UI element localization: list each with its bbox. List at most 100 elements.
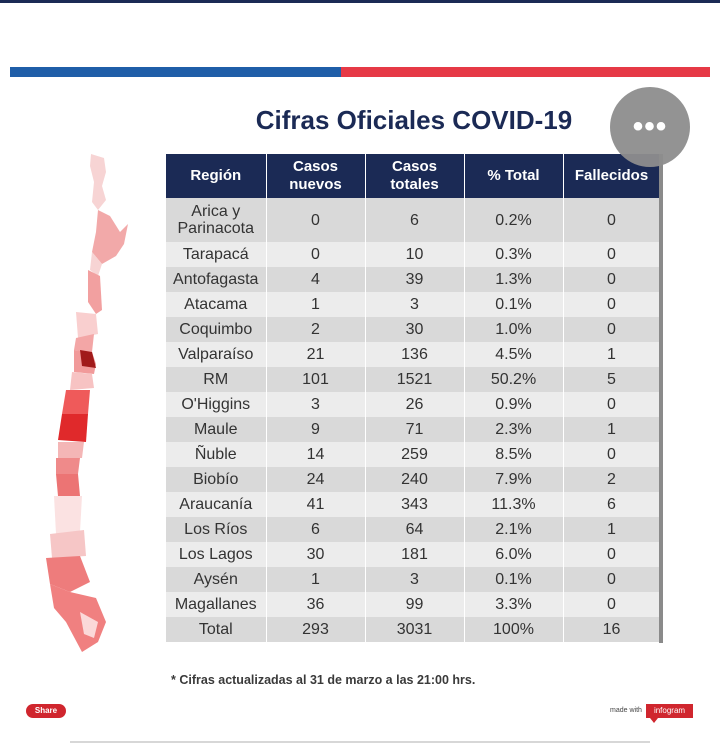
- cell-new-cases: 24: [266, 467, 366, 492]
- cell-region: O'Higgins: [166, 392, 267, 417]
- cell-percent-total: 6.0%: [464, 542, 564, 567]
- cell-region: RM: [166, 367, 267, 392]
- table-row: Los Ríos 6 64 2.1% 1: [166, 517, 661, 542]
- cell-percent-total: 2.3%: [464, 417, 564, 442]
- cell-percent-total: 100%: [464, 617, 564, 642]
- cell-region: Coquimbo: [166, 317, 267, 342]
- cell-region: Biobío: [166, 467, 267, 492]
- cell-deaths: 1: [563, 417, 661, 442]
- cell-new-cases: 1: [266, 292, 366, 317]
- table-row: Maule 9 71 2.3% 1: [166, 417, 661, 442]
- cell-region: Tarapacá: [166, 242, 267, 267]
- cell-total-cases: 240: [365, 467, 465, 492]
- table-row: Ñuble 14 259 8.5% 0: [166, 442, 661, 467]
- table-row: O'Higgins 3 26 0.9% 0: [166, 392, 661, 417]
- cell-region: Aysén: [166, 567, 267, 592]
- cell-deaths: 0: [563, 198, 661, 242]
- cell-percent-total: 0.3%: [464, 242, 564, 267]
- cell-new-cases: 14: [266, 442, 366, 467]
- cell-region: Ñuble: [166, 442, 267, 467]
- cell-new-cases: 36: [266, 592, 366, 617]
- cell-region: Los Lagos: [166, 542, 267, 567]
- table-row: Atacama 1 3 0.1% 0: [166, 292, 661, 317]
- cell-deaths: 16: [563, 617, 661, 642]
- cell-new-cases: 0: [266, 198, 366, 242]
- share-label: Share: [34, 706, 58, 715]
- bottom-divider: [70, 741, 650, 743]
- cell-deaths: 0: [563, 267, 661, 292]
- update-note: * Cifras actualizadas al 31 de marzo a l…: [171, 673, 476, 687]
- cell-total-cases: 64: [365, 517, 465, 542]
- cell-percent-total: 50.2%: [464, 367, 564, 392]
- header-total-cases: Casos totales: [365, 154, 465, 198]
- flag-stripe-red: [341, 67, 710, 77]
- cell-new-cases: 2: [266, 317, 366, 342]
- more-options-button[interactable]: •••: [610, 87, 690, 167]
- table-row: Araucanía 41 343 11.3% 6: [166, 492, 661, 517]
- cell-region: Total: [166, 617, 267, 642]
- cell-new-cases: 9: [266, 417, 366, 442]
- cell-region: Araucanía: [166, 492, 267, 517]
- cell-percent-total: 8.5%: [464, 442, 564, 467]
- table-header-row: Región Casos nuevos Casos totales % Tota…: [166, 154, 661, 198]
- header-region: Región: [166, 154, 267, 198]
- table-shadow: [659, 154, 663, 643]
- cell-new-cases: 21: [266, 342, 366, 367]
- cell-deaths: 0: [563, 317, 661, 342]
- flag-stripe-blue: [10, 67, 341, 77]
- table-row: Magallanes 36 99 3.3% 0: [166, 592, 661, 617]
- table-body: Arica y Parinacota 0 6 0.2% 0 Tarapacá 0 10 0.3%…: [166, 198, 661, 642]
- cell-new-cases: 293: [266, 617, 366, 642]
- table-row: Valparaíso 21 136 4.5% 1: [166, 342, 661, 367]
- cell-new-cases: 30: [266, 542, 366, 567]
- cell-region: Arica y Parinacota: [166, 198, 267, 242]
- covid-table: Región Casos nuevos Casos totales % Tota…: [166, 154, 662, 642]
- cell-deaths: 6: [563, 492, 661, 517]
- cell-total-cases: 136: [365, 342, 465, 367]
- table-row: Coquimbo 2 30 1.0% 0: [166, 317, 661, 342]
- table-total-row: Total 293 3031 100% 16: [166, 617, 661, 642]
- table-row: RM 101 1521 50.2% 5: [166, 367, 661, 392]
- cell-region: Maule: [166, 417, 267, 442]
- cell-new-cases: 101: [266, 367, 366, 392]
- cell-total-cases: 30: [365, 317, 465, 342]
- cell-deaths: 0: [563, 442, 661, 467]
- cell-new-cases: 41: [266, 492, 366, 517]
- share-button[interactable]: Share: [26, 704, 66, 718]
- page-title: Cifras Oficiales COVID-19: [255, 105, 573, 135]
- made-with-label: made with: [610, 707, 642, 714]
- cell-region: Atacama: [166, 292, 267, 317]
- cell-percent-total: 3.3%: [464, 592, 564, 617]
- cell-total-cases: 3: [365, 292, 465, 317]
- cell-total-cases: 1521: [365, 367, 465, 392]
- cell-percent-total: 7.9%: [464, 467, 564, 492]
- cell-deaths: 0: [563, 592, 661, 617]
- cell-total-cases: 26: [365, 392, 465, 417]
- cell-percent-total: 0.9%: [464, 392, 564, 417]
- header-percent-total: % Total: [464, 154, 564, 198]
- infogram-logo[interactable]: infogram: [646, 704, 693, 723]
- cell-total-cases: 10: [365, 242, 465, 267]
- cell-deaths: 2: [563, 467, 661, 492]
- cell-total-cases: 39: [365, 267, 465, 292]
- cell-deaths: 5: [563, 367, 661, 392]
- table-row: Antofagasta 4 39 1.3% 0: [166, 267, 661, 292]
- cell-region: Magallanes: [166, 592, 267, 617]
- table-row: Biobío 24 240 7.9% 2: [166, 467, 661, 492]
- cell-total-cases: 6: [365, 198, 465, 242]
- cell-deaths: 0: [563, 392, 661, 417]
- cell-total-cases: 343: [365, 492, 465, 517]
- top-border: [0, 0, 720, 3]
- table-row: Los Lagos 30 181 6.0% 0: [166, 542, 661, 567]
- cell-region: Valparaíso: [166, 342, 267, 367]
- cell-region: Los Ríos: [166, 517, 267, 542]
- table-row: Aysén 1 3 0.1% 0: [166, 567, 661, 592]
- cell-new-cases: 1: [266, 567, 366, 592]
- cell-new-cases: 0: [266, 242, 366, 267]
- cell-total-cases: 3: [365, 567, 465, 592]
- table-row: Arica y Parinacota 0 6 0.2% 0: [166, 198, 661, 242]
- cell-new-cases: 3: [266, 392, 366, 417]
- cell-total-cases: 99: [365, 592, 465, 617]
- cell-region: Antofagasta: [166, 267, 267, 292]
- cell-percent-total: 2.1%: [464, 517, 564, 542]
